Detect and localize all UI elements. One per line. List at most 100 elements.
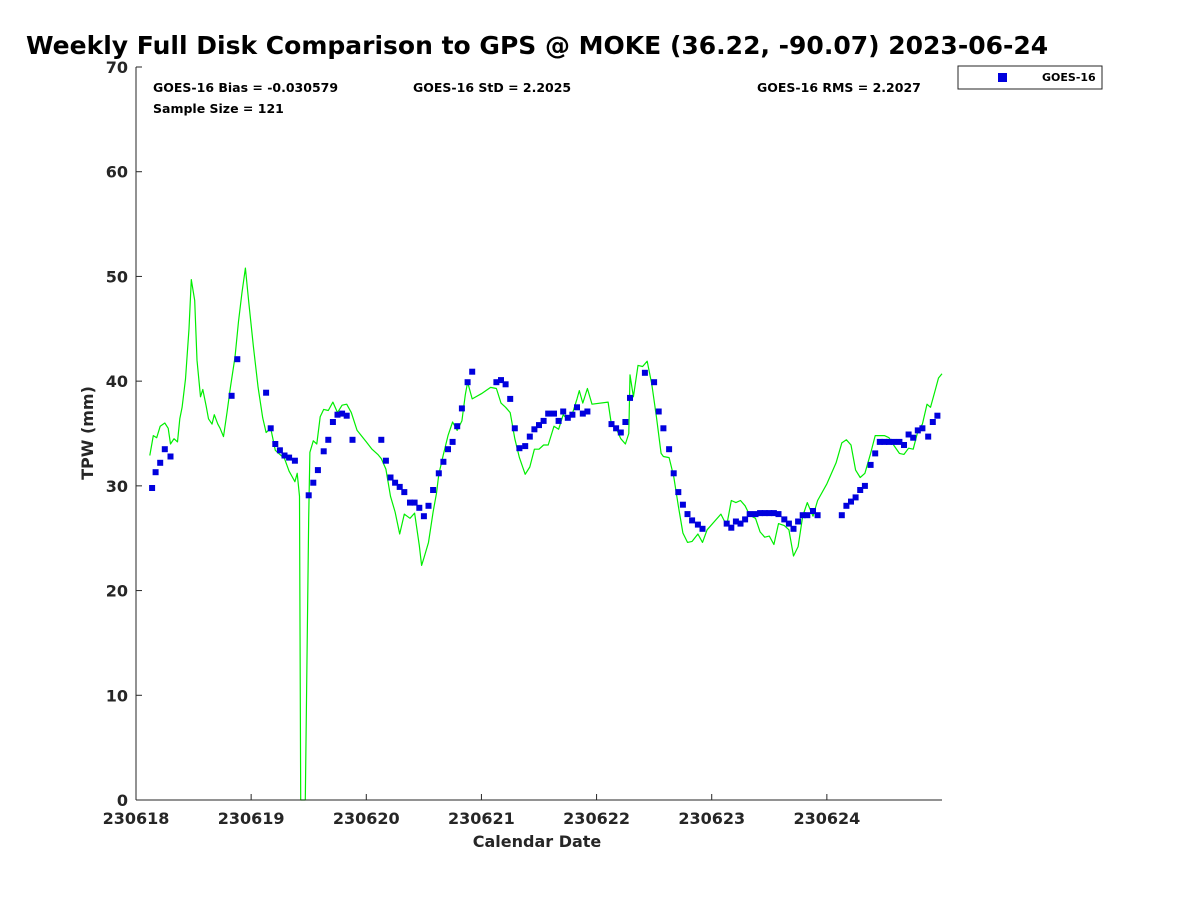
goes-16-point: [449, 438, 456, 445]
plot-area: [135, 67, 943, 801]
goes-16-point: [934, 412, 941, 419]
goes-16-point: [905, 431, 912, 438]
goes-16-point: [310, 479, 317, 486]
goes-16-point: [925, 433, 932, 440]
gps-line: [149, 267, 943, 801]
goes-16-point: [775, 511, 782, 518]
goes-16-point: [896, 438, 903, 445]
x-tick-label: 230623: [678, 809, 745, 828]
goes-16-point: [267, 425, 274, 432]
goes-16-point: [579, 410, 586, 417]
x-tick-label: 230621: [448, 809, 515, 828]
goes-16-point: [396, 483, 403, 490]
goes-16-point: [622, 419, 629, 425]
goes-16-point: [795, 518, 802, 525]
goes-16-point: [401, 489, 408, 496]
goes-16-point: [526, 433, 533, 440]
goes-16-point: [387, 474, 394, 481]
goes-16-point: [314, 467, 321, 474]
y-axis-label: TPW (mm): [78, 386, 97, 480]
goes-16-point: [458, 405, 465, 412]
goes-16-point: [694, 521, 701, 528]
goes-16-point: [799, 512, 806, 519]
goes-16-point: [286, 454, 293, 461]
goes-16-point: [329, 419, 336, 425]
legend-label-goes-16: GOES-16: [1042, 71, 1096, 84]
gps-series: [149, 267, 943, 801]
goes-16-point: [574, 404, 580, 411]
goes-16-point: [876, 438, 883, 445]
goes-16-point: [890, 438, 897, 445]
goes-16-point: [454, 423, 461, 430]
y-tick-label: 30: [106, 477, 128, 496]
chart-title: Weekly Full Disk Comparison to GPS @ MOK…: [26, 31, 1048, 60]
goes-16-point: [867, 461, 874, 468]
goes-16-point: [407, 499, 413, 506]
goes-16-point: [655, 408, 662, 415]
goes-16-point: [838, 512, 845, 519]
goes-16-point: [540, 417, 547, 424]
goes-16-point: [498, 377, 504, 384]
goes-16-point: [430, 487, 437, 493]
goes-16-point: [910, 434, 917, 441]
bias-stat: GOES-16 Bias = -0.030579: [153, 80, 338, 95]
goes-16-point: [149, 485, 156, 491]
goes-16-point: [555, 417, 562, 424]
goes-16-point: [810, 508, 816, 514]
x-tick-label: 230620: [333, 809, 400, 828]
goes-16-point: [507, 395, 514, 402]
goes-16-point: [766, 510, 773, 517]
goes-16-point: [641, 369, 648, 376]
goes-16-point: [886, 438, 892, 445]
legend: GOES-16: [957, 65, 1103, 90]
std-stat: GOES-16 StD = 2.2025: [413, 80, 571, 95]
goes-16-point: [660, 425, 667, 432]
goes-16-point: [770, 510, 777, 517]
goes-16-point: [675, 489, 682, 496]
goes-16-point: [440, 458, 447, 465]
goes-16-point: [790, 525, 797, 532]
goes-16-point: [551, 410, 557, 417]
goes-16-point: [392, 479, 399, 486]
goes-16-point: [746, 511, 753, 518]
goes-16-point: [872, 450, 879, 457]
goes-16-point: [679, 501, 686, 508]
goes-16-point: [382, 457, 389, 464]
goes-16-point: [320, 448, 327, 455]
goes-16-point: [914, 427, 921, 434]
goes-16-point: [728, 524, 735, 531]
goes-16-point: [569, 411, 576, 418]
x-axis-label: Calendar Date: [473, 832, 602, 851]
goes-16-point: [627, 394, 633, 401]
goes-16-point: [536, 422, 542, 429]
goes-16-point: [234, 356, 241, 363]
goes-16-point: [334, 411, 341, 418]
goes-16-point: [857, 487, 864, 493]
goes-16-point: [804, 512, 811, 519]
goes-16-point: [161, 446, 168, 453]
goes-16-point: [814, 512, 821, 519]
goes-16-point: [157, 459, 164, 466]
goes-16-point: [531, 426, 538, 433]
goes-16-point: [425, 502, 432, 509]
y-tick-label: 0: [117, 791, 128, 810]
goes-16-point: [378, 436, 385, 443]
goes-16-point: [737, 520, 744, 527]
goes-16-point: [469, 368, 476, 375]
x-tick-label: 230618: [103, 809, 170, 828]
goes-16-point: [516, 445, 523, 452]
goes-16-point: [689, 517, 696, 524]
goes-16-point: [757, 510, 764, 517]
x-tick-label: 230619: [218, 809, 285, 828]
goes-16-point: [281, 452, 288, 459]
goes-16-point: [929, 419, 936, 425]
plot-background: [136, 67, 942, 800]
goes-16-point: [861, 482, 868, 489]
goes-16-point: [617, 429, 624, 436]
goes-16-point: [511, 425, 518, 432]
goes-16-point: [272, 441, 279, 447]
goes-16-point: [325, 436, 332, 443]
goes-16-point: [502, 381, 509, 388]
goes-16-point: [420, 513, 427, 520]
